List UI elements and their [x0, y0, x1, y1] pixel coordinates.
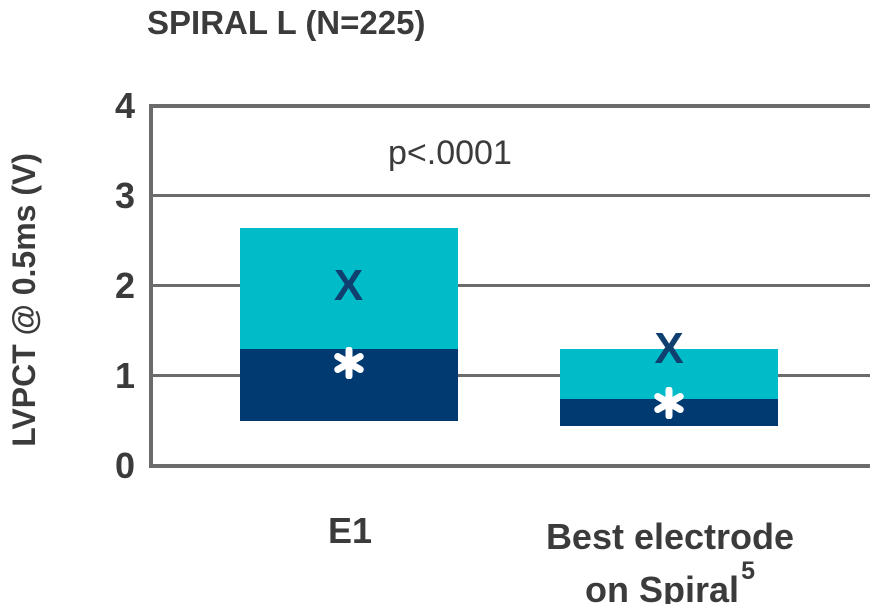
gridline-y1: [149, 374, 870, 377]
y-tick-label-0: 0: [114, 445, 135, 486]
asterisk-icon: [654, 386, 684, 420]
mean-x-marker-2: X: [654, 324, 684, 373]
median-star-marker-2: [653, 386, 685, 420]
gridline-y0: [149, 464, 870, 468]
mean-x-marker-1: X: [333, 261, 364, 310]
x-axis-label-best-electrode: Best electrode on Spiral5: [518, 514, 822, 604]
x-axis-label-best-line2: on Spiral5: [585, 557, 755, 604]
asterisk-icon: [333, 346, 364, 379]
y-axis-label-text: LVPCT @ 0.5ms (V): [5, 153, 42, 447]
y-axis-label: LVPCT @ 0.5ms (V): [0, 100, 48, 500]
y-tick-label-4: 4: [114, 85, 135, 126]
x-axis-label-e1: E1: [327, 510, 373, 551]
x-axis-label-best-line1: Best electrode: [545, 516, 795, 557]
y-tick-label-2: 2: [114, 265, 135, 306]
gridline-y3: [149, 194, 870, 197]
y-tick-label-1: 1: [114, 355, 135, 396]
y-tick-label-3: 3: [114, 175, 135, 216]
chart-title: SPIRAL L (N=225): [147, 4, 426, 41]
gridline-y4: [149, 104, 870, 108]
median-star-marker-1: [333, 346, 365, 379]
reference-superscript: 5: [741, 557, 755, 585]
y-axis-line: [149, 104, 153, 468]
gridline-y2: [149, 284, 870, 287]
p-value-annotation: p<.0001: [388, 134, 512, 172]
